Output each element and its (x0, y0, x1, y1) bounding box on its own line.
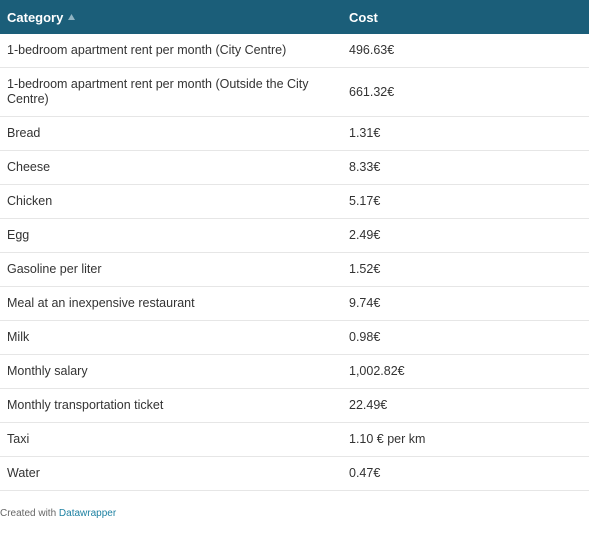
table-cell: 496.63€ (349, 34, 589, 67)
footer-link[interactable]: Datawrapper (58, 508, 117, 519)
cell-text: 1.52€ (349, 262, 381, 276)
table-cell: Water (0, 457, 349, 490)
table-body: 1-bedroom apartment rent per month (City… (0, 34, 589, 491)
table-cell: 661.32€ (349, 68, 589, 116)
header-row: Category Cost (0, 0, 589, 34)
table-row: 1-bedroom apartment rent per month (City… (0, 34, 589, 68)
cell-text: Chicken (7, 194, 53, 208)
table-cell: 22.49€ (349, 389, 589, 422)
table-cell: 1.52€ (349, 253, 589, 286)
table-cell: Bread (0, 117, 349, 150)
table-row: Cheese 8.33€ (0, 151, 589, 185)
table-row: Milk 0.98€ (0, 321, 589, 355)
table-row: Water 0.47€ (0, 457, 589, 491)
cell-text: 1.31€ (349, 126, 381, 140)
table-cell: Gasoline per liter (0, 253, 349, 286)
cell-text: Milk (7, 330, 30, 344)
cell-text: Water (7, 466, 40, 480)
header-cell[interactable]: Category (0, 10, 349, 25)
table-row: Chicken 5.17€ (0, 185, 589, 219)
table-cell: 8.33€ (349, 151, 589, 184)
header-cell[interactable]: Cost (349, 10, 589, 25)
cell-text: 1-bedroom apartment rent per month (Outs… (7, 77, 309, 106)
table-cell: 0.98€ (349, 321, 589, 354)
table-cell: 1,002.82€ (349, 355, 589, 388)
cell-text: 22.49€ (349, 398, 388, 412)
table-cell: Meal at an inexpensive restaurant (0, 287, 349, 320)
table-cell: Cheese (0, 151, 349, 184)
header-text: Cost (349, 9, 378, 25)
cell-text: 1,002.82€ (349, 364, 405, 378)
footer: Created with Datawrapper (0, 508, 589, 519)
footer-text: Created with (0, 508, 57, 519)
table-cell: Monthly salary (0, 355, 349, 388)
table-cell: Chicken (0, 185, 349, 218)
cell-text: 0.47€ (349, 466, 381, 480)
table-cell: 5.17€ (349, 185, 589, 218)
cell-text: Egg (7, 228, 30, 242)
table-cell: 1-bedroom apartment rent per month (City… (0, 34, 349, 67)
header-text: Category (7, 9, 64, 25)
table-row: Bread 1.31€ (0, 117, 589, 151)
table-row: Taxi 1.10 € per km (0, 423, 589, 457)
table-cell: 2.49€ (349, 219, 589, 252)
cell-text: 5.17€ (349, 194, 381, 208)
cell-text: 1-bedroom apartment rent per month (City… (7, 43, 287, 57)
cell-text: 496.63€ (349, 43, 395, 57)
table-row: Egg 2.49€ (0, 219, 589, 253)
table-cell: Egg (0, 219, 349, 252)
cell-text: 2.49€ (349, 228, 381, 242)
table-cell: 1-bedroom apartment rent per month (Outs… (0, 68, 349, 116)
table-cell: 9.74€ (349, 287, 589, 320)
cell-text: Monthly salary (7, 364, 88, 378)
cell-text: Meal at an inexpensive restaurant (7, 296, 195, 310)
cell-text: 661.32€ (349, 84, 395, 99)
cell-text: Cheese (7, 160, 51, 174)
table-row: Meal at an inexpensive restaurant 9.74€ (0, 287, 589, 321)
table-cell: 1.31€ (349, 117, 589, 150)
table-row: 1-bedroom apartment rent per month (Outs… (0, 68, 589, 117)
table-cell: Monthly transportation ticket (0, 389, 349, 422)
table-row: Monthly salary 1,002.82€ (0, 355, 589, 389)
table-cell: Milk (0, 321, 349, 354)
table: Category Cost 1-bedroom apartment rent p… (0, 0, 589, 519)
table-row: Gasoline per liter 1.52€ (0, 253, 589, 287)
table-cell: 0.47€ (349, 457, 589, 490)
cell-text: 0.98€ (349, 330, 381, 344)
cell-text: 1.10 € per km (349, 432, 426, 446)
cell-text: Taxi (7, 432, 30, 446)
table-cell: 1.10 € per km (349, 423, 589, 456)
cell-text: Monthly transportation ticket (7, 398, 164, 412)
table-cell: Taxi (0, 423, 349, 456)
cell-text: 8.33€ (349, 160, 381, 174)
cell-text: 9.74€ (349, 296, 381, 310)
cell-text: Bread (7, 126, 41, 140)
table-row: Monthly transportation ticket 22.49€ (0, 389, 589, 423)
cell-text: Gasoline per liter (7, 262, 102, 276)
sort-icon (68, 14, 76, 20)
